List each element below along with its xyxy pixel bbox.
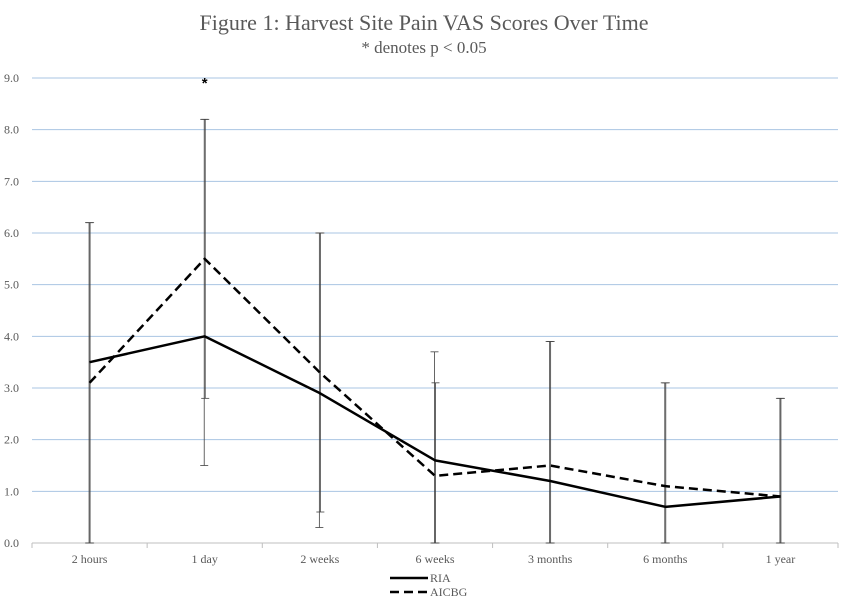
y-tick-label: 6.0 <box>4 226 19 240</box>
y-axis-tick-labels: 0.0 1.0 2.0 3.0 4.0 5.0 6.0 7.0 8.0 9.0 <box>4 71 19 550</box>
y-tick-label: 5.0 <box>4 278 19 292</box>
y-tick-label: 9.0 <box>4 71 19 85</box>
y-tick-label: 7.0 <box>4 174 19 188</box>
significance-marker: * <box>202 75 208 92</box>
gridlines <box>32 77 838 492</box>
x-axis-tick-labels: 2 hours 1 day 2 weeks 6 weeks 3 months 6 mont… <box>72 552 796 566</box>
y-tick-label: 2.0 <box>4 433 19 447</box>
series-line-ria <box>89 335 781 509</box>
chart-title: Figure 1: Harvest Site Pain VAS Scores O… <box>199 10 649 35</box>
series-line-aicbg <box>88 257 781 498</box>
y-tick-label: 0.0 <box>4 536 19 550</box>
x-tick-label: 1 year <box>766 552 796 566</box>
x-tick-label: 2 weeks <box>300 552 339 566</box>
x-tick-label: 6 months <box>643 552 688 566</box>
y-tick-label: 1.0 <box>4 484 19 498</box>
error-bars <box>85 118 785 544</box>
y-tick-label: 4.0 <box>4 329 19 343</box>
y-tick-label: 3.0 <box>4 381 19 395</box>
chart-subtitle: * denotes p < 0.05 <box>361 38 487 57</box>
annotations: * <box>202 75 208 92</box>
y-tick-label: 8.0 <box>4 123 19 137</box>
legend-label-aicbg: AICBG <box>430 585 468 599</box>
x-tick-label: 6 weeks <box>416 552 455 566</box>
x-tick-label: 3 months <box>528 552 573 566</box>
x-axis <box>31 542 839 548</box>
x-tick-label: 2 hours <box>72 552 108 566</box>
legend-label-ria: RIA <box>430 571 451 585</box>
x-tick-label: 1 day <box>192 552 218 566</box>
series-lines <box>88 257 781 509</box>
